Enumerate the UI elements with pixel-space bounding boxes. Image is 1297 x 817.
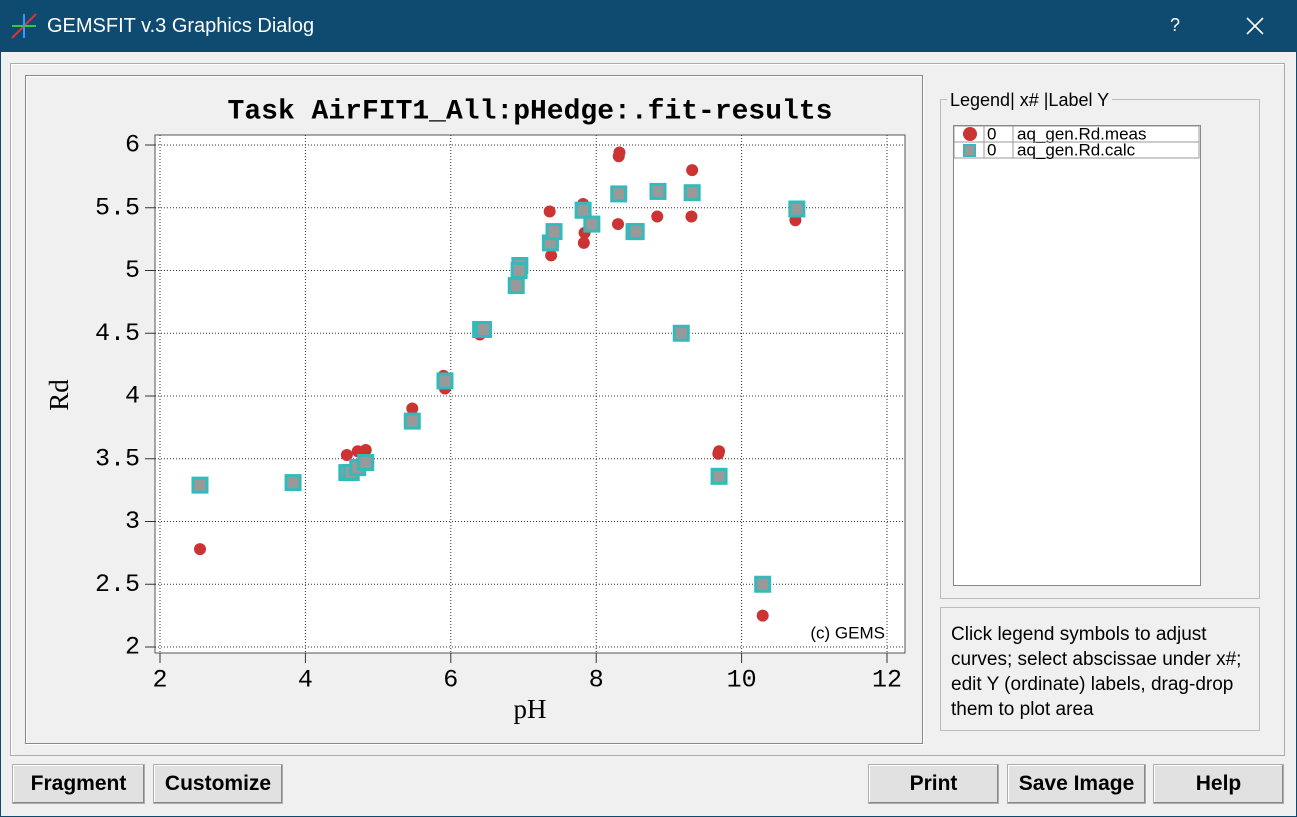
data-point [507,277,525,295]
y-tick-label: 2 [125,633,140,662]
data-point [545,249,558,262]
app-icon [11,13,37,39]
data-point [403,412,421,430]
button[interactable]: Help [1153,764,1284,804]
data-point [610,185,628,203]
data-point [754,575,772,593]
legend-label: aq_gen.Rd.calc [1017,140,1136,159]
data-point [612,150,625,163]
y-tick-label: 6 [125,131,140,160]
data-point [712,447,725,460]
button[interactable]: Customize [153,764,283,804]
y-tick-label: 5 [125,256,140,285]
plot-panel [25,75,923,744]
help-button[interactable]: ? [1170,15,1181,35]
main-panel [10,63,1285,756]
data-point [577,236,590,249]
legend-row [954,141,1200,159]
button[interactable]: Fragment [12,764,145,804]
x-tick-label: 6 [443,666,458,695]
data-point [686,164,699,177]
data-point [583,215,601,233]
data-point [756,609,769,622]
legend-label: aq_gen.Rd.meas [1017,126,1146,143]
y-tick-label: 4 [125,382,140,411]
legend-index: 0 [987,140,996,159]
legend-index: 0 [987,126,996,143]
y-tick-label: 2.5 [95,570,140,599]
close-button[interactable] [1245,16,1265,36]
data-point [710,467,728,485]
legend-table: 0 aq_gen.Rd.meas 0 aq_gen.Rd.calc [954,126,1200,159]
y-tick-label: 3 [125,507,140,536]
data-point [685,210,698,223]
data-point [359,443,372,456]
y-tick-label: 4.5 [95,319,140,348]
legend-group-title: Legend| x# |Label Y [947,90,1113,111]
data-point [788,200,806,218]
legend-symbol[interactable] [963,144,976,157]
window-title: GEMSFIT v.3 Graphics Dialog [47,15,315,37]
data-point [475,320,493,338]
data-point [406,402,419,415]
x-tick-label: 12 [872,666,902,695]
x-tick-label: 8 [589,666,604,695]
data-point [436,372,454,390]
data-point [545,223,563,241]
data-point [543,205,556,218]
x-axis-label: pH [514,694,547,724]
chart-title: Task AirFIT1_All:pHedge:.fit-results [228,96,833,127]
x-tick-label: 10 [727,666,757,695]
data-point [651,210,664,223]
button[interactable]: Save Image [1007,764,1146,804]
y-axis-label: Rd [44,379,74,411]
data-point [649,182,667,200]
data-point [191,476,209,494]
x-tick-label: 2 [152,666,167,695]
y-tick-label: 3.5 [95,444,140,473]
data-point [612,218,625,231]
annotation: (c) GEMS [810,623,885,642]
button[interactable]: Print [868,764,999,804]
plot-area [154,134,906,654]
data-point [683,184,701,202]
data-point [284,474,302,492]
data-point [193,543,206,556]
data-point [340,448,353,461]
data-point [672,324,690,342]
legend-symbol[interactable] [963,127,977,141]
title-bar: GEMSFIT v.3 Graphics Dialog ? [0,0,1297,52]
data-point [627,223,645,241]
data-point [510,262,528,279]
data-point [574,201,592,219]
hint-text: Click legend symbols to adjust curves; s… [940,607,1260,731]
chart: Task AirFIT1_All:pHedge:.fit-results pH … [44,96,906,724]
y-tick-label: 5.5 [95,193,140,222]
data-point [357,454,375,472]
legend-list [953,125,1201,586]
x-tick-label: 4 [298,666,313,695]
